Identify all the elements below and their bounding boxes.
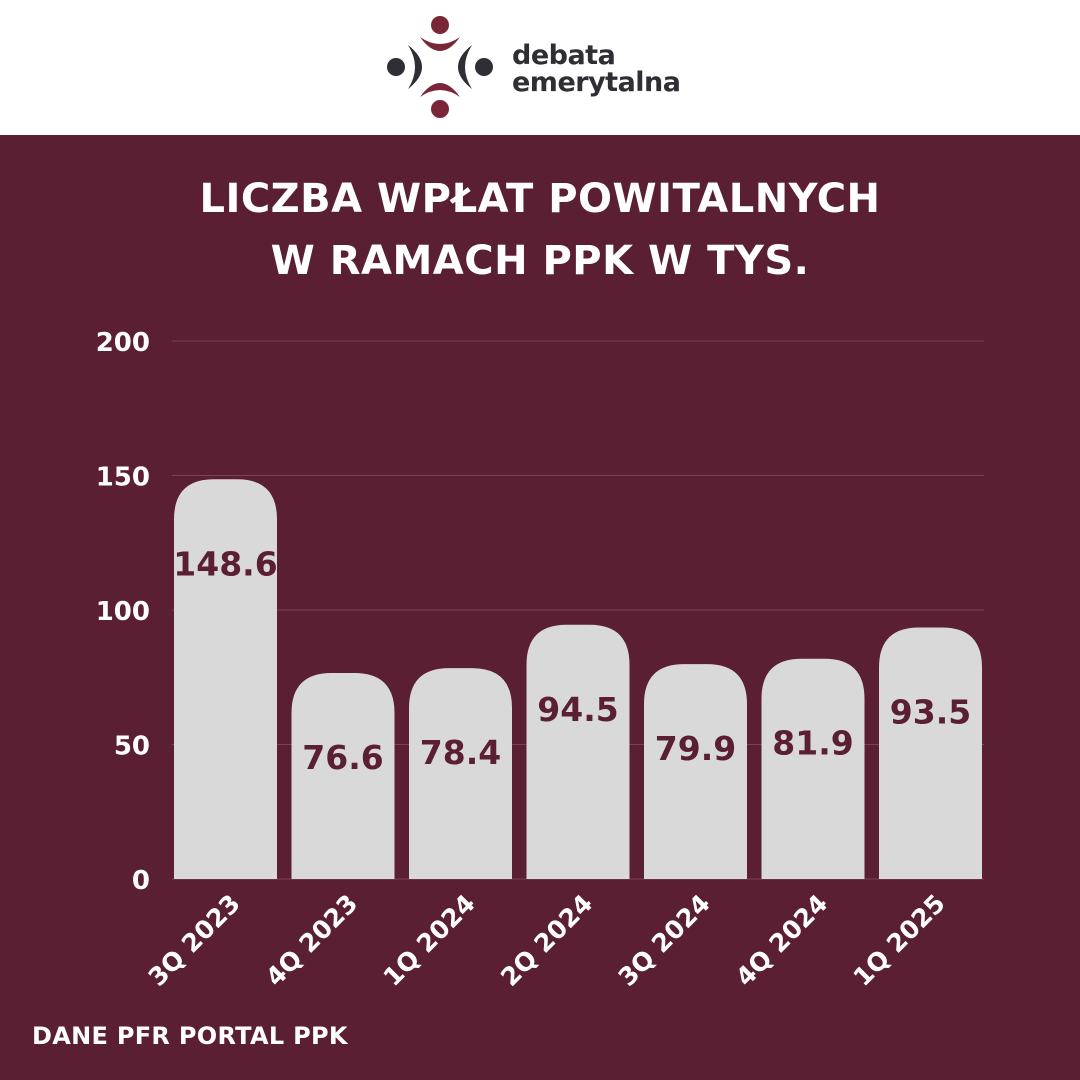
bar-value-label: 76.6 xyxy=(302,738,383,777)
bar-value-label: 78.4 xyxy=(420,733,501,772)
bar xyxy=(761,658,865,879)
bar-value-label: 94.5 xyxy=(537,690,618,729)
x-tick-label: 2Q 2024 xyxy=(495,889,598,992)
x-tick-label: 3Q 2023 xyxy=(143,889,246,992)
bar-chart: 0 50 100 150 200 148.6 3Q 2023 76.6 4Q 2023 78.4 1… xyxy=(96,328,984,992)
source-note: DANE PFR PORTAL PPK xyxy=(32,1022,348,1050)
bar xyxy=(409,668,512,879)
y-tick-label: 150 xyxy=(96,463,150,493)
debata-emerytalna-logo-icon xyxy=(387,16,493,118)
bar xyxy=(879,627,982,879)
chart-title-line2: W RAMACH PPK W TYS. xyxy=(270,238,810,284)
chart-title: LICZBA WPŁAT POWITALNYCH W RAMACH PPK W … xyxy=(0,168,1080,292)
logo-text-line1: debata xyxy=(512,40,616,71)
bar-value-label: 81.9 xyxy=(772,724,853,763)
y-tick-label: 0 xyxy=(132,866,150,896)
logo-text: debata emerytalna xyxy=(512,42,681,96)
y-tick-label: 50 xyxy=(114,732,150,762)
logo-text-line2: emerytalna xyxy=(512,67,681,98)
header: debata emerytalna xyxy=(0,0,1080,135)
bar xyxy=(644,664,747,879)
bar xyxy=(174,479,277,879)
x-tick-label: 1Q 2025 xyxy=(848,889,951,992)
bar xyxy=(291,672,395,879)
chart-title-line1: LICZBA WPŁAT POWITALNYCH xyxy=(199,176,881,222)
bar-value-label: 93.5 xyxy=(890,692,971,731)
x-tick-label: 4Q 2024 xyxy=(730,889,833,992)
x-tick-label: 3Q 2024 xyxy=(613,889,716,992)
bar-value-label: 79.9 xyxy=(655,729,736,768)
y-tick-label: 200 xyxy=(96,328,150,358)
x-tick-label: 4Q 2023 xyxy=(260,889,363,992)
bar xyxy=(526,624,630,879)
y-tick-label: 100 xyxy=(96,597,150,627)
x-tick-label: 1Q 2024 xyxy=(378,889,481,992)
bar-value-label: 148.6 xyxy=(173,544,277,583)
